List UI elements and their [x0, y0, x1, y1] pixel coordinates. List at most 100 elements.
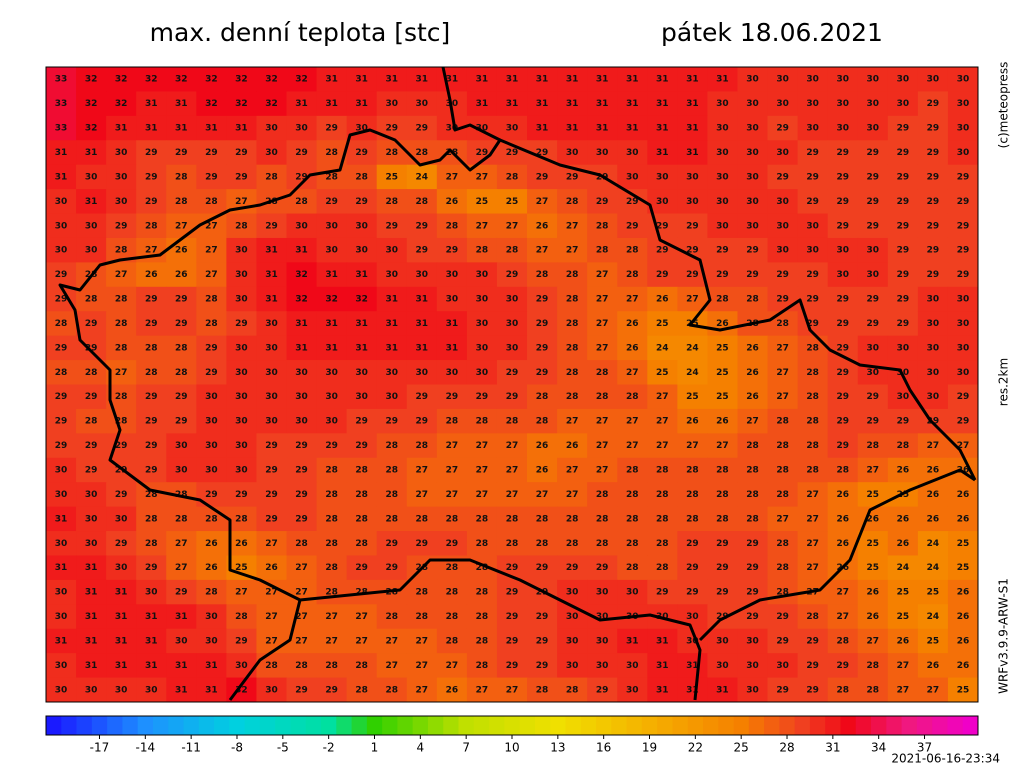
temperature-label: 28 — [836, 685, 849, 695]
temperature-cell — [827, 286, 859, 312]
temperature-label: 31 — [626, 636, 639, 646]
temperature-label: 30 — [55, 612, 68, 622]
temperature-cell — [767, 653, 799, 679]
colorbar-block — [947, 716, 964, 735]
temperature-cell — [256, 115, 288, 141]
temperature-label: 30 — [355, 368, 368, 378]
temperature-cell — [527, 433, 558, 459]
temperature-label: 29 — [385, 539, 398, 549]
temperature-cell — [436, 237, 468, 263]
temperature-label: 31 — [476, 75, 489, 85]
temperature-label: 31 — [596, 124, 609, 134]
colorbar-tick-label: 4 — [417, 741, 425, 755]
temperature-cell — [617, 311, 648, 337]
colorbar-block — [473, 716, 490, 735]
temperature-cell — [797, 677, 829, 703]
temperature-cell — [286, 213, 318, 239]
temperature-cell — [466, 677, 498, 703]
temperature-cell — [496, 408, 528, 434]
temperature-cell — [136, 262, 167, 288]
temperature-label: 26 — [656, 295, 669, 305]
temperature-cell — [316, 164, 348, 190]
temperature-label: 25 — [867, 563, 880, 573]
temperature-cell — [647, 531, 678, 556]
colorbar-block — [321, 716, 337, 735]
temperature-label: 28 — [145, 368, 158, 378]
temperature-cell — [496, 360, 528, 385]
temperature-cell — [256, 140, 288, 166]
temperature-label: 24 — [927, 539, 940, 549]
temperature-cell — [466, 213, 498, 239]
temperature-cell — [587, 262, 618, 288]
temperature-cell — [827, 482, 859, 508]
temperature-label: 28 — [235, 612, 248, 622]
temperature-label: 29 — [145, 172, 158, 182]
colorbar-block — [351, 716, 368, 735]
temperature-label: 30 — [566, 588, 579, 598]
temperature-label: 29 — [867, 197, 880, 207]
temperature-cell — [797, 237, 829, 263]
temperature-cell — [346, 457, 378, 483]
temperature-cell — [346, 360, 378, 385]
temperature-label: 28 — [506, 514, 519, 524]
temperature-label: 29 — [836, 148, 849, 158]
temperature-label: 30 — [235, 392, 248, 402]
temperature-label: 30 — [626, 685, 639, 695]
temperature-label: 25 — [656, 368, 669, 378]
temperature-label: 30 — [385, 246, 398, 256]
temperature-cell — [406, 579, 438, 605]
temperature-cell — [376, 335, 408, 361]
temperature-cell — [76, 213, 107, 239]
temperature-cell — [286, 408, 318, 434]
temperature-cell — [196, 408, 227, 434]
temperature-label: 27 — [416, 685, 429, 695]
temperature-cell — [767, 604, 799, 630]
temperature-label: 29 — [806, 636, 819, 646]
temperature-label: 30 — [836, 246, 849, 256]
temperature-label: 29 — [957, 270, 970, 280]
colorbar-block — [122, 716, 139, 735]
temperature-label: 30 — [476, 319, 489, 329]
temperature-cell — [166, 286, 197, 312]
temperature-cell — [827, 189, 859, 215]
temperature-label: 32 — [145, 75, 158, 85]
colorbar-block — [137, 716, 154, 735]
temperature-cell — [316, 115, 348, 141]
temperature-label: 30 — [55, 246, 68, 256]
temperature-label: 30 — [927, 295, 940, 305]
temperature-cell — [436, 579, 468, 605]
temperature-label: 30 — [776, 148, 789, 158]
temperature-cell — [647, 286, 678, 312]
temperature-label: 29 — [867, 221, 880, 231]
temperature-cell — [46, 653, 77, 679]
temperature-cell — [677, 482, 708, 508]
temperature-label: 29 — [506, 588, 519, 598]
temperature-cell — [557, 360, 588, 385]
temperature-label: 29 — [446, 392, 459, 402]
temperature-cell — [166, 604, 197, 630]
temperature-label: 28 — [145, 514, 158, 524]
temperature-cell — [827, 91, 859, 117]
temperature-cell — [196, 433, 227, 459]
temperature-label: 28 — [806, 465, 819, 475]
temperature-label: 31 — [205, 661, 218, 671]
temperature-cell — [887, 140, 919, 166]
temperature-cell — [527, 531, 558, 556]
temperature-label: 29 — [897, 221, 910, 231]
temperature-label: 29 — [836, 392, 849, 402]
temperature-cell — [106, 91, 137, 117]
temperature-label: 29 — [295, 685, 308, 695]
temperature-label: 28 — [716, 490, 729, 500]
temperature-label: 28 — [566, 343, 579, 353]
temperature-cell — [466, 237, 498, 263]
temperature-cell — [316, 433, 348, 459]
temperature-label: 31 — [145, 636, 158, 646]
temperature-label: 31 — [55, 563, 68, 573]
temperature-cell — [737, 335, 769, 361]
temperature-label: 27 — [265, 636, 278, 646]
temperature-label: 30 — [867, 246, 880, 256]
temperature-label: 29 — [85, 441, 98, 451]
temperature-label: 24 — [897, 563, 910, 573]
temperature-cell — [707, 384, 738, 410]
temperature-cell — [196, 579, 227, 605]
